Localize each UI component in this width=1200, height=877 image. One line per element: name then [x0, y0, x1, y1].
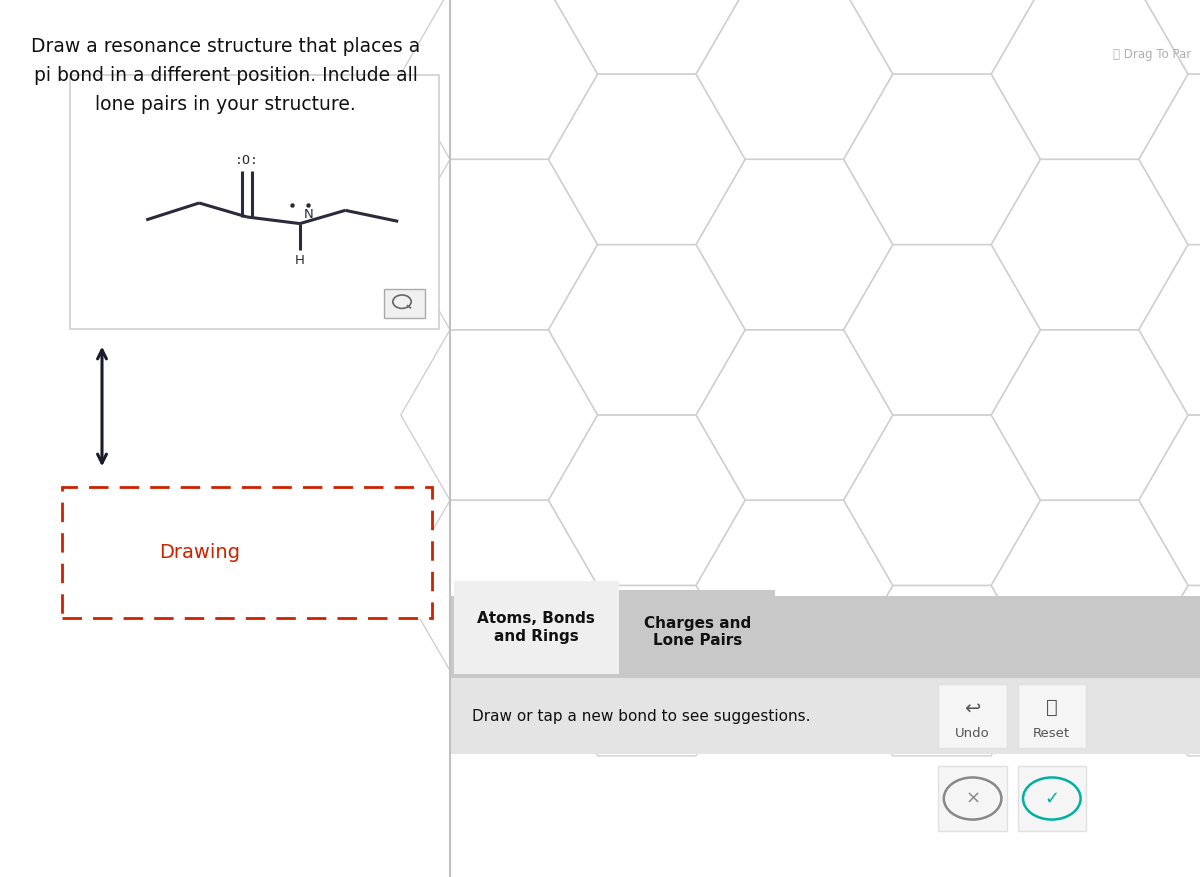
Bar [62, 487, 432, 618]
Text: 🗑: 🗑 [1046, 698, 1057, 717]
Text: ↩: ↩ [965, 698, 980, 717]
Text: 🖐 Drag To Par: 🖐 Drag To Par [1114, 48, 1192, 61]
Text: Reset: Reset [1033, 728, 1070, 740]
Bar [1018, 684, 1086, 748]
Bar [450, 678, 1200, 754]
Bar [619, 590, 775, 674]
Bar [938, 766, 1007, 831]
Bar [450, 0, 1200, 877]
Text: ✓: ✓ [1044, 789, 1060, 808]
Text: Charges and
Lone Pairs: Charges and Lone Pairs [643, 616, 751, 648]
Text: Draw a resonance structure that places a: Draw a resonance structure that places a [31, 37, 420, 56]
Bar [454, 581, 619, 674]
Bar [0, 0, 450, 877]
Text: Drawing: Drawing [158, 543, 240, 562]
Bar [70, 75, 439, 329]
Bar [450, 596, 1200, 678]
Text: ×: × [965, 789, 980, 808]
Bar [1018, 766, 1086, 831]
Text: pi bond in a different position. Include all: pi bond in a different position. Include… [34, 66, 418, 85]
Text: H: H [295, 253, 305, 267]
Text: lone pairs in your structure.: lone pairs in your structure. [95, 95, 356, 114]
Bar [384, 289, 425, 318]
Text: :O:: :O: [235, 153, 259, 167]
Text: Undo: Undo [955, 728, 990, 740]
Text: Draw or tap a new bond to see suggestions.: Draw or tap a new bond to see suggestion… [472, 709, 810, 724]
Text: Atoms, Bonds
and Rings: Atoms, Bonds and Rings [478, 611, 595, 644]
Bar [938, 684, 1007, 748]
Text: N: N [304, 208, 313, 221]
